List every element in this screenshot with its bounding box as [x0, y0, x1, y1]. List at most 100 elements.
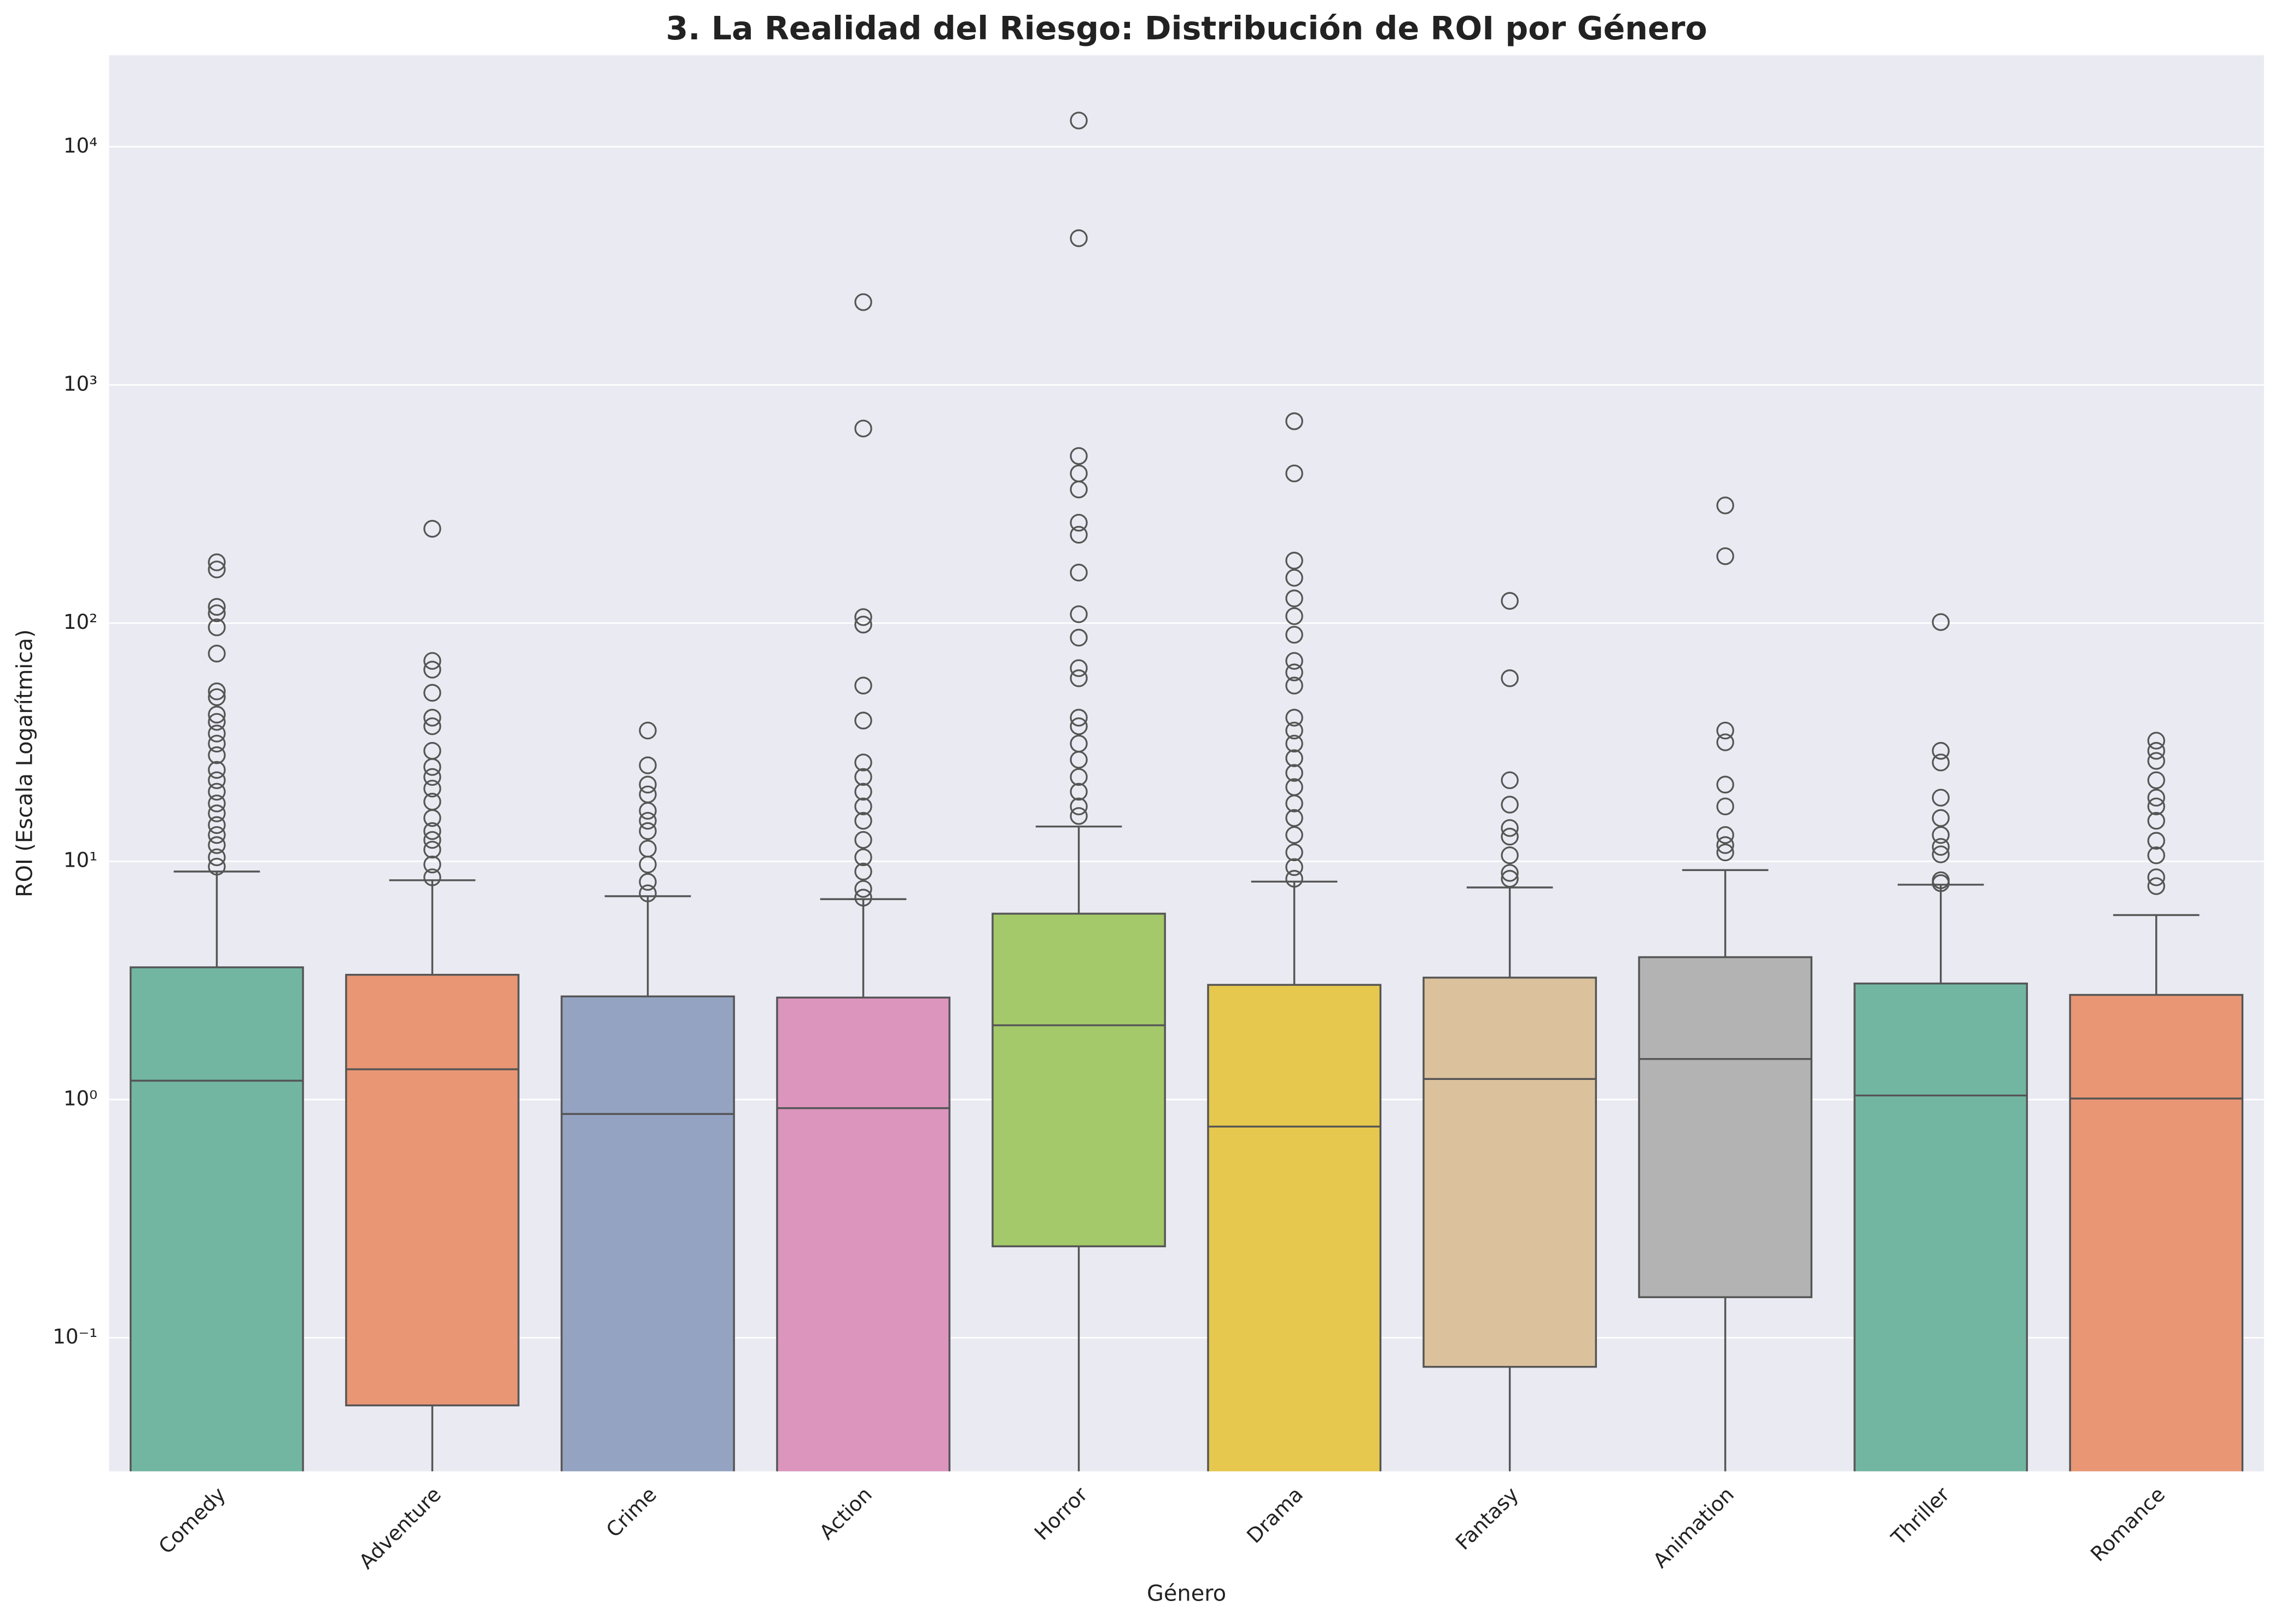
outlier — [208, 688, 226, 706]
x-tick-label: Fantasy — [1451, 1482, 1523, 1555]
outlier — [423, 709, 441, 727]
x-tick-label: Action — [814, 1482, 877, 1545]
outlier — [208, 645, 226, 663]
outlier — [1070, 807, 1088, 825]
outlier — [208, 816, 226, 834]
outlier — [639, 802, 657, 820]
outlier — [1285, 843, 1303, 862]
x-axis-label: Género — [1147, 1581, 1226, 1606]
outlier — [1070, 709, 1088, 727]
outlier — [2147, 868, 2165, 886]
outlier — [1501, 669, 1519, 687]
outlier — [639, 822, 657, 840]
outlier — [1070, 229, 1088, 247]
outlier — [1285, 795, 1303, 813]
outlier — [423, 717, 441, 735]
outlier — [1716, 843, 1734, 862]
outlier — [1501, 819, 1519, 837]
box — [992, 913, 1166, 1248]
outlier — [854, 848, 872, 867]
y-axis-label: ROI (Escala Logarítmica) — [12, 629, 37, 897]
outlier — [208, 705, 226, 724]
box — [1853, 982, 2028, 1471]
outlier — [208, 804, 226, 822]
x-tick-label: Horror — [1029, 1482, 1092, 1545]
outlier — [1070, 659, 1088, 677]
outlier — [2147, 797, 2165, 816]
outlier — [1285, 663, 1303, 681]
outlier — [854, 831, 872, 849]
marks — [130, 112, 2244, 1471]
outlier — [1285, 809, 1303, 827]
outlier — [1285, 721, 1303, 740]
outlier — [2147, 832, 2165, 850]
outlier — [1716, 826, 1734, 844]
outlier — [2147, 877, 2165, 895]
outlier — [208, 725, 226, 743]
outlier — [1070, 513, 1088, 532]
outlier — [423, 519, 441, 538]
x-tick-label: Crime — [601, 1482, 661, 1542]
outlier — [1285, 869, 1303, 888]
outlier — [854, 608, 872, 626]
outlier — [854, 711, 872, 729]
outlier — [854, 616, 872, 634]
outlier — [854, 862, 872, 881]
outlier — [1285, 749, 1303, 767]
outlier — [639, 756, 657, 774]
outlier — [1932, 788, 1950, 807]
outlier — [1716, 797, 1734, 816]
x-tick-label: Thriller — [1886, 1482, 1955, 1550]
box — [2069, 994, 2244, 1471]
outlier — [1285, 764, 1303, 782]
outlier — [1070, 447, 1088, 465]
outlier — [1716, 496, 1734, 515]
outlier — [1716, 733, 1734, 751]
outlier — [1932, 826, 1950, 844]
outlier — [854, 676, 872, 694]
outlier — [1285, 464, 1303, 483]
outlier — [423, 652, 441, 670]
outlier — [1285, 734, 1303, 753]
y-tick-label: 10² — [63, 610, 97, 634]
box — [1207, 984, 1381, 1471]
outlier — [639, 811, 657, 830]
outlier — [1716, 836, 1734, 854]
outlier — [1070, 563, 1088, 582]
y-tick-label: 10³ — [63, 371, 97, 395]
box — [776, 996, 951, 1471]
outlier — [639, 884, 657, 902]
outlier — [854, 293, 872, 311]
outlier — [423, 768, 441, 786]
outlier — [1932, 838, 1950, 856]
outlier — [208, 560, 226, 579]
box — [345, 973, 520, 1406]
outlier — [2147, 811, 2165, 830]
outlier — [208, 795, 226, 813]
outlier — [854, 753, 872, 772]
outlier — [208, 604, 226, 622]
outlier — [1070, 797, 1088, 816]
outlier — [1070, 782, 1088, 801]
box — [130, 966, 304, 1471]
outlier — [423, 758, 441, 776]
box — [561, 995, 735, 1471]
outlier — [423, 840, 441, 859]
outlier — [1932, 741, 1950, 760]
outlier — [639, 775, 657, 794]
outlier — [208, 618, 226, 636]
outlier — [1501, 846, 1519, 864]
outlier — [208, 857, 226, 876]
outlier — [423, 822, 441, 840]
outlier — [1716, 721, 1734, 740]
outlier — [1070, 751, 1088, 769]
outlier — [2147, 788, 2165, 807]
outlier — [423, 831, 441, 849]
outlier — [1285, 412, 1303, 430]
outlier — [423, 809, 441, 827]
outlier — [1285, 826, 1303, 844]
outlier — [639, 721, 657, 740]
y-tick-label: 10⁻¹ — [53, 1324, 97, 1348]
outlier — [1070, 768, 1088, 786]
